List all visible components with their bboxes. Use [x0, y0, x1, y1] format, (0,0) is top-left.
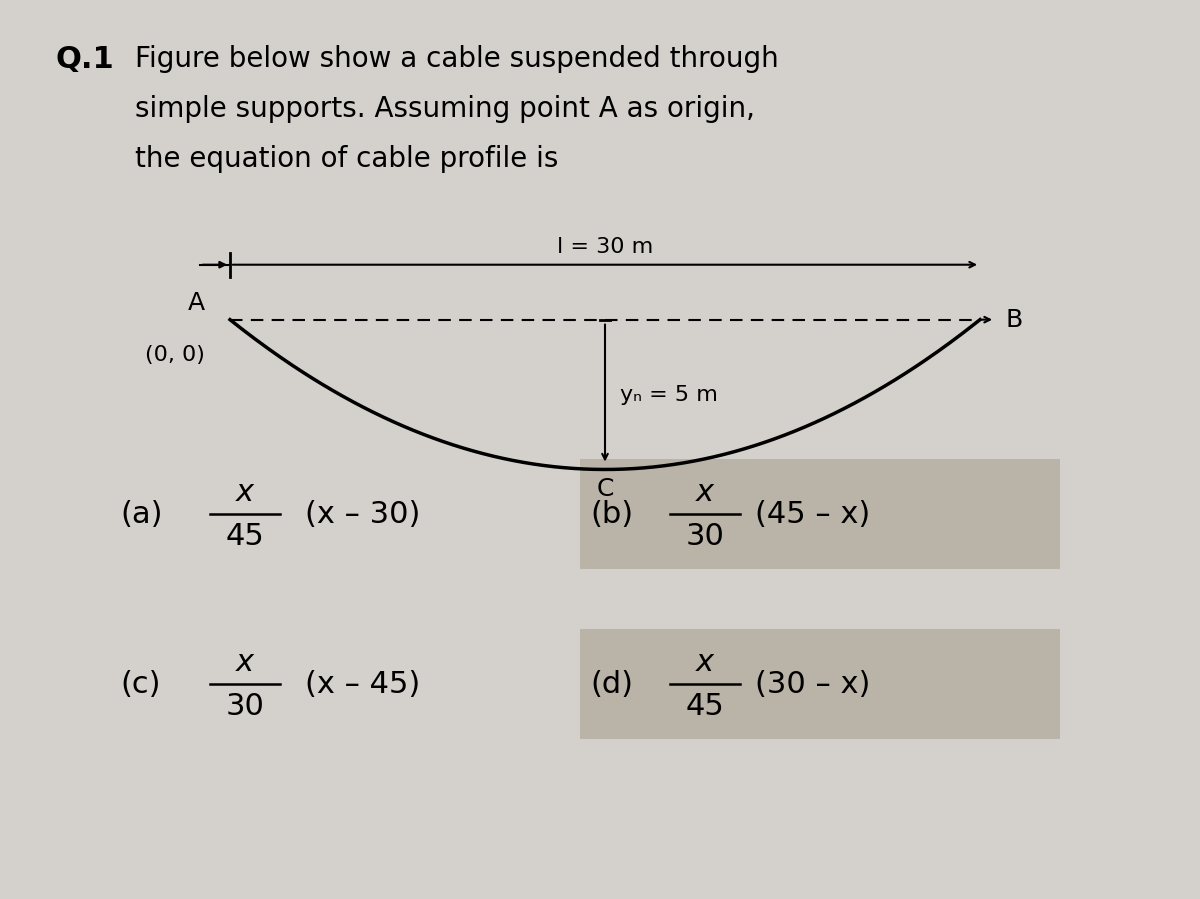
Text: x: x [696, 648, 714, 677]
Text: the equation of cable profile is: the equation of cable profile is [134, 145, 558, 173]
Text: l = 30 m: l = 30 m [557, 236, 653, 257]
Text: 45: 45 [226, 522, 264, 551]
Text: x: x [696, 478, 714, 507]
Text: (30 – x): (30 – x) [755, 670, 870, 699]
Text: Q.1: Q.1 [55, 45, 114, 74]
Text: 30: 30 [226, 691, 264, 721]
FancyBboxPatch shape [580, 629, 1060, 739]
Text: Figure below show a cable suspended through: Figure below show a cable suspended thro… [134, 45, 779, 73]
FancyBboxPatch shape [580, 459, 1060, 569]
Text: B: B [1006, 307, 1022, 332]
Text: (x – 30): (x – 30) [305, 500, 420, 529]
Text: x: x [236, 478, 254, 507]
Text: C: C [596, 477, 613, 502]
Text: 30: 30 [685, 522, 725, 551]
Text: x: x [236, 648, 254, 677]
Text: yₙ = 5 m: yₙ = 5 m [620, 385, 718, 405]
Text: (x – 45): (x – 45) [305, 670, 420, 699]
Text: (c): (c) [120, 670, 161, 699]
Text: A: A [188, 290, 205, 315]
Text: (0, 0): (0, 0) [145, 344, 205, 365]
Text: (b): (b) [590, 500, 634, 529]
Text: (a): (a) [120, 500, 162, 529]
Text: simple supports. Assuming point A as origin,: simple supports. Assuming point A as ori… [134, 95, 755, 123]
Text: 45: 45 [685, 691, 725, 721]
Text: (45 – x): (45 – x) [755, 500, 870, 529]
Text: (d): (d) [590, 670, 634, 699]
